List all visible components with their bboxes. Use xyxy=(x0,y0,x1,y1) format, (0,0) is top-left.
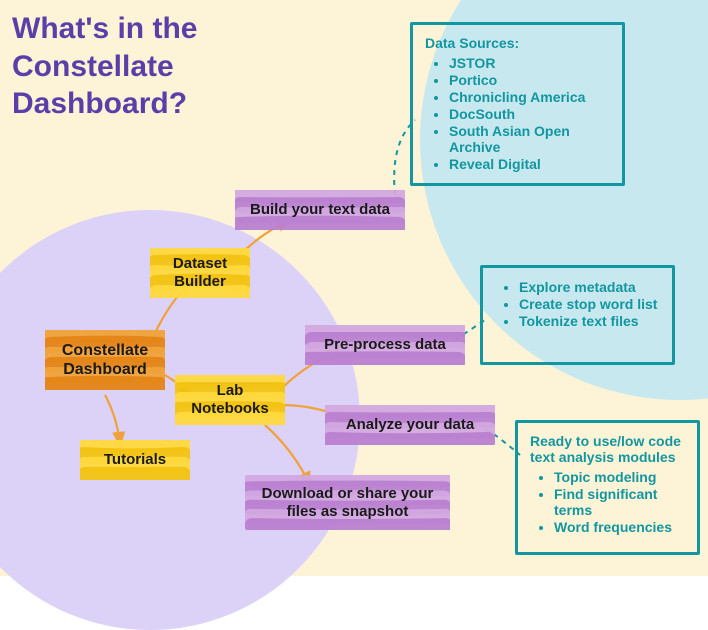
node-root: Constellate Dashboard xyxy=(45,330,165,390)
callout-list: JSTORPorticoChronicling AmericaDocSouthS… xyxy=(425,55,610,172)
node-label: Tutorials xyxy=(80,440,190,480)
callout-item: DocSouth xyxy=(449,106,610,122)
callout-item: Create stop word list xyxy=(519,296,660,312)
node-label: Dataset Builder xyxy=(150,248,250,298)
callout-item: Find significant terms xyxy=(554,486,685,518)
callout-item: Chronicling America xyxy=(449,89,610,105)
callout-item: Explore metadata xyxy=(519,279,660,295)
page-title: What's in the Constellate Dashboard? xyxy=(12,10,272,123)
node-analyze: Analyze your data xyxy=(325,405,495,445)
node-label: Analyze your data xyxy=(325,405,495,445)
callout-preprocess: Explore metadataCreate stop word listTok… xyxy=(480,265,675,365)
callout-item: Tokenize text files xyxy=(519,313,660,329)
node-build: Build your text data xyxy=(235,190,405,230)
callout-item: South Asian Open Archive xyxy=(449,123,610,155)
node-label: Pre-process data xyxy=(305,325,465,365)
node-download: Download or share your files as snapshot xyxy=(245,475,450,530)
node-label: Constellate Dashboard xyxy=(45,330,165,390)
node-preprocess: Pre-process data xyxy=(305,325,465,365)
node-lab: Lab Notebooks xyxy=(175,375,285,425)
callout-item: Word frequencies xyxy=(554,519,685,535)
node-label: Download or share your files as snapshot xyxy=(245,475,450,530)
callout-sources: Data Sources: JSTORPorticoChronicling Ame… xyxy=(410,22,625,186)
callout-item: Portico xyxy=(449,72,610,88)
callout-item: Reveal Digital xyxy=(449,156,610,172)
callout-analyze: Ready to use/low code text analysis modu… xyxy=(515,420,700,555)
node-label: Lab Notebooks xyxy=(175,375,285,425)
callout-list: Explore metadataCreate stop word listTok… xyxy=(495,279,660,329)
callout-item: JSTOR xyxy=(449,55,610,71)
node-dataset: Dataset Builder xyxy=(150,248,250,298)
callout-header: Data Sources: xyxy=(425,35,610,51)
callout-header: Ready to use/low code text analysis modu… xyxy=(530,433,685,465)
callout-item: Topic modeling xyxy=(554,469,685,485)
callout-list: Topic modelingFind significant termsWord… xyxy=(530,469,685,535)
node-label: Build your text data xyxy=(235,190,405,230)
node-tutorials: Tutorials xyxy=(80,440,190,480)
